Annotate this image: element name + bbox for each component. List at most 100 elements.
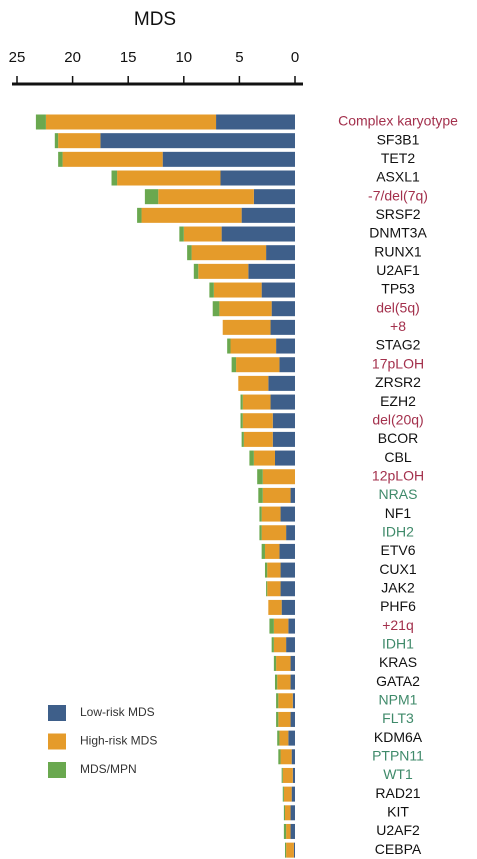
bar-segment xyxy=(220,170,295,186)
bar-segment xyxy=(276,655,291,671)
bar-segment xyxy=(191,245,267,261)
category-label: -7/del(7q) xyxy=(368,187,428,203)
bar-segment xyxy=(280,506,295,522)
bar-segment xyxy=(267,581,281,597)
x-tick-label: 0 xyxy=(291,49,299,66)
bar-segment xyxy=(278,711,291,727)
bar-segment xyxy=(117,170,221,186)
bar-segment xyxy=(259,506,262,522)
legend-swatch xyxy=(48,733,66,750)
category-label: BCOR xyxy=(378,430,418,446)
bar-segment xyxy=(292,767,295,783)
bar-segment xyxy=(276,693,279,709)
bar-segment xyxy=(280,749,292,765)
bar-segment xyxy=(241,207,295,223)
bar-segment xyxy=(273,637,287,653)
bar-segment xyxy=(270,319,295,335)
bar-segment xyxy=(268,375,295,391)
x-tick-label: 25 xyxy=(9,49,26,66)
bar-segment xyxy=(278,693,293,709)
category-label: NPM1 xyxy=(379,691,418,707)
bar-segment xyxy=(259,525,262,541)
bar-segment xyxy=(221,226,295,242)
bar-segment xyxy=(290,805,295,821)
bar-segment xyxy=(179,226,184,242)
bar-segment xyxy=(277,674,291,690)
bar-segment xyxy=(216,114,295,130)
category-label: U2AF1 xyxy=(376,262,420,278)
bar-segment xyxy=(230,338,277,354)
category-label: CEBPA xyxy=(375,841,422,857)
bar-segment xyxy=(272,413,295,429)
bar-segment xyxy=(262,469,295,485)
bar-segment xyxy=(261,525,287,541)
bar-segment xyxy=(249,450,254,466)
category-label: IDH2 xyxy=(382,523,414,539)
bar-segment xyxy=(141,207,242,223)
bar-segment xyxy=(280,581,295,597)
bar-segment xyxy=(272,431,295,447)
bar-segment xyxy=(283,805,285,821)
bar-segment xyxy=(45,114,217,130)
bar-segment xyxy=(290,674,295,690)
bar-segment xyxy=(269,618,274,634)
category-label: STAG2 xyxy=(376,337,421,353)
bar-segment xyxy=(281,767,283,783)
bar-segment xyxy=(288,618,295,634)
bar-segment xyxy=(209,282,214,298)
x-tick-label: 5 xyxy=(235,49,243,66)
category-label: IDH1 xyxy=(382,635,414,651)
category-label: TET2 xyxy=(381,150,415,166)
bar-segment xyxy=(137,207,142,223)
category-label: KRAS xyxy=(379,654,417,670)
category-label: KIT xyxy=(387,803,409,819)
category-label: CBL xyxy=(384,449,411,465)
bar-segment xyxy=(241,431,244,447)
bar-segment xyxy=(281,599,295,615)
bar-segment xyxy=(240,413,243,429)
bar-segment xyxy=(58,133,101,149)
bar-segment xyxy=(219,301,272,317)
bar-segment xyxy=(240,394,243,410)
category-label: del(20q) xyxy=(372,411,423,427)
bar-segment xyxy=(283,786,292,802)
bar-segment xyxy=(288,730,295,746)
bar-segment xyxy=(268,599,282,615)
category-label: 17pLOH xyxy=(372,355,424,371)
bar-segment xyxy=(290,711,295,727)
bar-segment xyxy=(213,282,262,298)
category-label: ETV6 xyxy=(380,542,415,558)
bar-segment xyxy=(187,245,192,261)
category-label: JAK2 xyxy=(381,579,415,595)
category-label: +21q xyxy=(382,617,414,633)
bar-segment xyxy=(198,263,249,279)
bar-segment xyxy=(279,730,289,746)
category-label: PTPN11 xyxy=(372,747,424,763)
category-label: RAD21 xyxy=(375,785,420,801)
bar-segment xyxy=(284,842,287,858)
bar-segment xyxy=(286,637,295,653)
bar-segment xyxy=(111,170,118,186)
bar-segment xyxy=(258,487,263,503)
chart-title: MDS xyxy=(134,9,176,30)
bar-segment xyxy=(248,263,295,279)
bar-segment xyxy=(271,637,274,653)
bar-segment xyxy=(278,749,281,765)
bar-segment xyxy=(283,823,287,839)
category-label: DNMT3A xyxy=(369,225,427,241)
bar-segment xyxy=(267,562,281,578)
bar-segment xyxy=(253,450,275,466)
bar-segment xyxy=(58,151,63,167)
bar-segment xyxy=(286,842,294,858)
legend-label: MDS/MPN xyxy=(80,762,137,776)
bar-segment xyxy=(284,805,291,821)
bar-segment xyxy=(290,655,295,671)
bar-segment xyxy=(282,786,284,802)
bar-segment xyxy=(279,357,295,373)
category-label: RUNX1 xyxy=(374,243,422,259)
category-label: CUX1 xyxy=(379,561,417,577)
bar-segment xyxy=(144,189,159,205)
bar-segment xyxy=(279,543,295,559)
bar-segment xyxy=(158,189,254,205)
bar-segment xyxy=(212,301,220,317)
